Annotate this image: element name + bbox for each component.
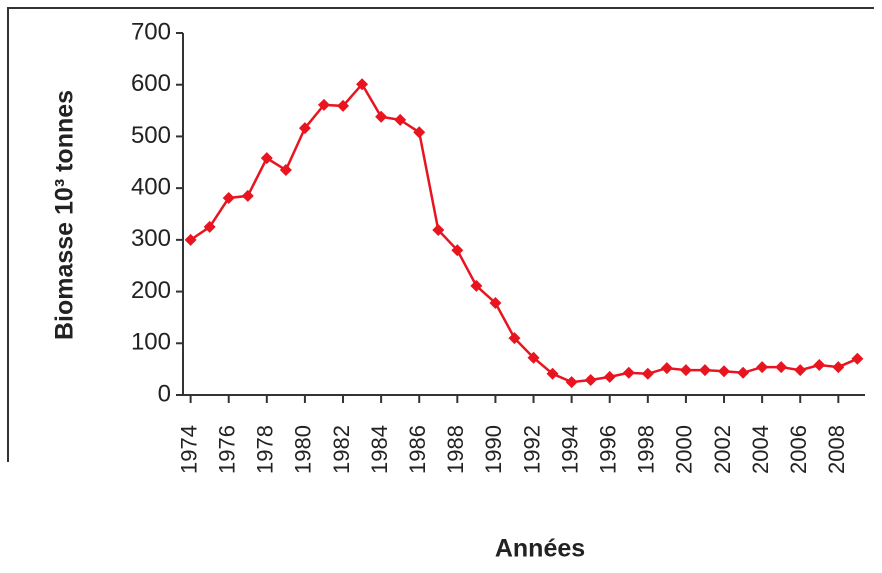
x-tick-label: 1982: [329, 425, 354, 474]
data-point: [641, 367, 654, 380]
x-tick-label: 1998: [634, 425, 659, 474]
x-axis-label: Années: [495, 535, 585, 563]
x-tick-label: 1984: [367, 425, 392, 474]
data-point: [337, 99, 350, 112]
y-tick-label: 100: [131, 329, 171, 356]
y-tick-label: 400: [131, 173, 171, 200]
x-tick-label: 1996: [596, 425, 621, 474]
x-tick-label: 1990: [481, 425, 506, 474]
data-point: [489, 296, 502, 309]
data-point: [375, 110, 388, 123]
data-point: [356, 78, 369, 91]
y-tick-label: 200: [131, 277, 171, 304]
y-tick-label: 0: [158, 380, 171, 407]
data-point: [470, 279, 483, 292]
data-point: [584, 374, 597, 387]
data-point: [813, 359, 826, 372]
x-tick-label: 1994: [557, 425, 582, 474]
data-line: [189, 82, 858, 384]
x-tick-label: 1978: [253, 425, 278, 474]
data-point: [203, 220, 216, 233]
data-point: [222, 191, 235, 204]
y-tick-label: 700: [131, 18, 171, 45]
data-point: [622, 366, 635, 379]
x-tick-label: 1980: [291, 425, 316, 474]
y-axis-label: Biomasse 10³ tonnes: [51, 90, 79, 340]
data-point: [317, 98, 330, 111]
data-point: [603, 370, 616, 383]
data-point: [546, 367, 559, 380]
data-point: [279, 164, 292, 177]
x-tick-label: 2004: [748, 425, 773, 474]
x-tick-label: 1992: [519, 425, 544, 474]
data-point: [718, 365, 731, 378]
data-point: [260, 152, 273, 165]
data-point: [737, 366, 750, 379]
data-point: [794, 364, 807, 377]
x-tick-label: 1986: [405, 425, 430, 474]
data-point: [851, 352, 864, 365]
data-point: [527, 351, 540, 364]
y-tick-label: 600: [131, 70, 171, 97]
data-point: [775, 361, 788, 374]
data-point: [660, 362, 673, 375]
x-tick-label: 1976: [215, 425, 240, 474]
x-tick-label: 2006: [786, 425, 811, 474]
x-tick-label: 2000: [672, 425, 697, 474]
data-point: [184, 233, 197, 246]
data-point: [565, 376, 578, 389]
y-tick-label: 300: [131, 225, 171, 252]
frame: [7, 7, 874, 462]
x-tick-label: 1988: [443, 425, 468, 474]
data-point: [698, 364, 711, 377]
data-point: [241, 189, 254, 202]
y-tick-label: 500: [131, 122, 171, 149]
x-tick-label: 2002: [710, 425, 735, 474]
data-point: [756, 361, 769, 374]
data-point: [508, 332, 521, 345]
data-point: [679, 364, 692, 377]
data-point: [451, 244, 464, 257]
data-point: [432, 224, 445, 237]
data-point: [413, 126, 426, 139]
x-tick-label: 1974: [176, 425, 201, 474]
data-point: [298, 122, 311, 135]
data-point: [832, 361, 845, 374]
data-point: [394, 113, 407, 126]
x-tick-label: 2008: [824, 425, 849, 474]
